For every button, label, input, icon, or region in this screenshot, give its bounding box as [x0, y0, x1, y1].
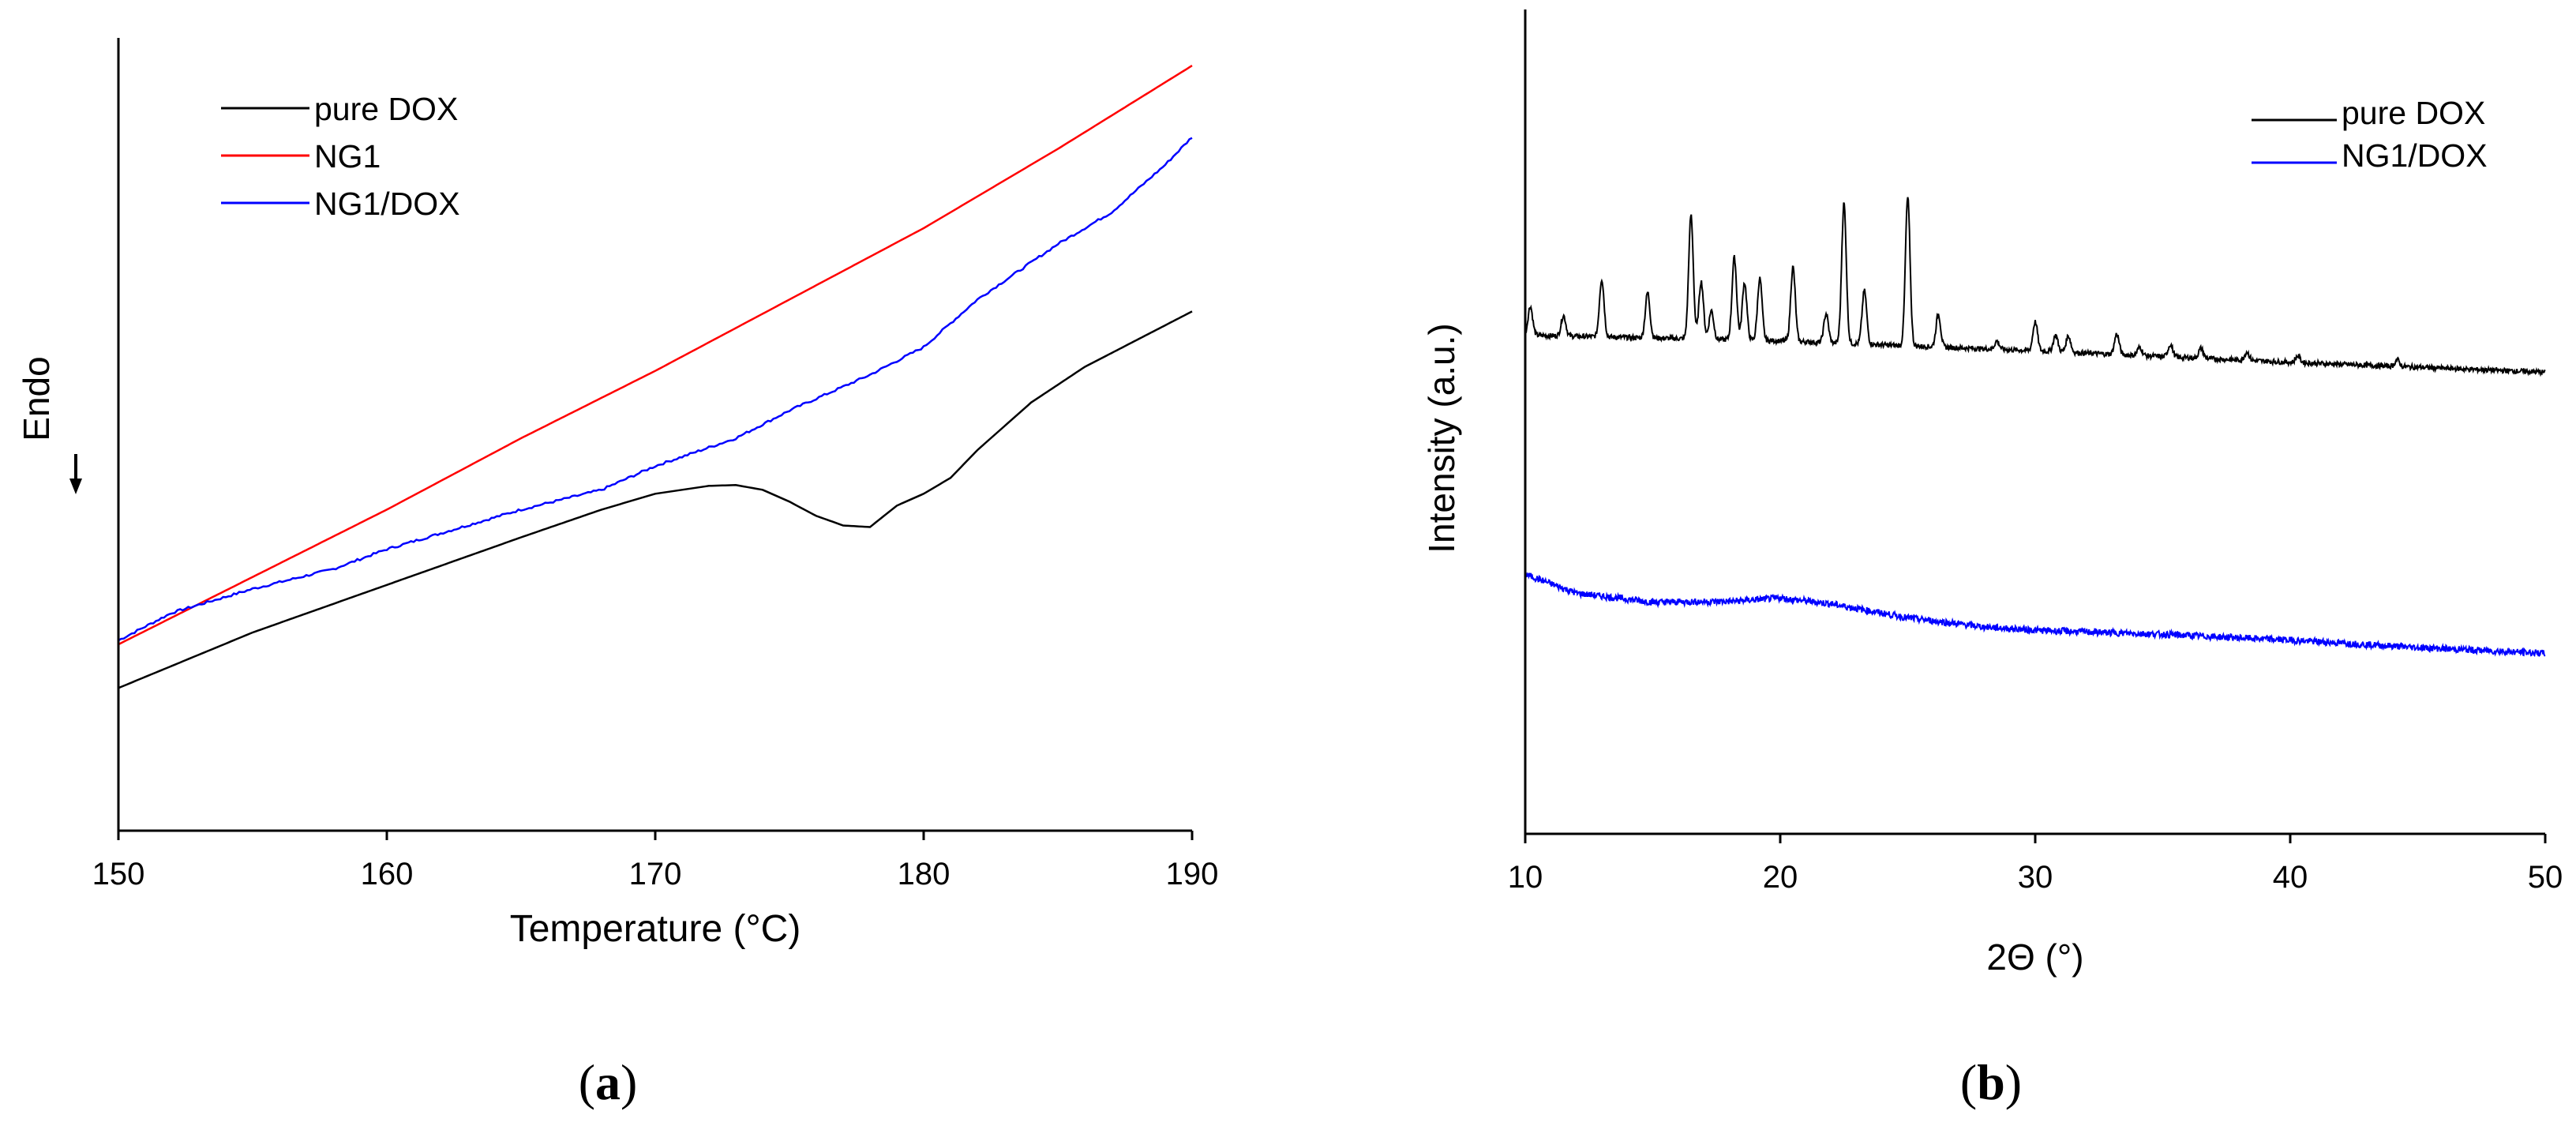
panel-label-a-letter: a	[595, 1054, 621, 1110]
legend-label-xrd-pure-dox: pure DOX	[2342, 95, 2485, 131]
legend-label-ng1-dox: NG1/DOX	[314, 186, 460, 222]
dsc-legend: pure DOX NG1 NG1/DOX	[221, 91, 460, 222]
dsc-series-ng1	[118, 65, 1193, 646]
legend-label-xrd-ng1-dox: NG1/DOX	[2342, 137, 2488, 174]
dsc-x-tick-label: 180	[898, 857, 951, 891]
dsc-x-ticks: 150 160 170 180 190	[92, 831, 1219, 891]
xrd-x-tick-label: 30	[2018, 860, 2053, 895]
dsc-x-axis-label: Temperature (°C)	[510, 908, 801, 950]
xrd-series-ng1-dox	[1524, 572, 2546, 658]
panel-label-b: (b)	[1960, 1054, 2022, 1110]
xrd-plot-area	[1524, 197, 2546, 658]
xrd-x-tick-label: 40	[2273, 860, 2308, 895]
legend-item-ng1-dox: NG1/DOX	[221, 186, 460, 222]
dsc-chart: 150 160 170 180 190 Temperature (°C) Endo pu…	[16, 38, 1218, 1110]
xrd-x-tick-label: 20	[1763, 860, 1798, 895]
endo-arrow-icon	[69, 454, 82, 494]
dsc-plot-area	[118, 65, 1193, 689]
dsc-x-tick-label: 170	[629, 857, 682, 891]
xrd-x-tick-label: 50	[2528, 860, 2563, 895]
xrd-y-axis-label: Intensity (a.u.)	[1421, 323, 1462, 553]
legend-item-ng1: NG1	[221, 138, 381, 175]
xrd-x-ticks: 10 20 30 40 50	[1508, 834, 2563, 895]
dsc-x-tick-label: 150	[92, 857, 145, 891]
xrd-series-pure-dox	[1524, 197, 2546, 377]
legend-label-pure-dox: pure DOX	[314, 91, 458, 127]
dsc-x-tick-label: 160	[361, 857, 414, 891]
legend-label-ng1: NG1	[314, 138, 381, 175]
xrd-x-tick-label: 10	[1508, 860, 1543, 895]
dsc-y-axis-label: Endo	[16, 356, 57, 441]
dsc-x-tick-label: 190	[1166, 857, 1219, 891]
xrd-chart: 10 20 30 40 50 2Θ (°) Intensity (a.u.) pure …	[1421, 9, 2563, 1110]
legend-item-pure-dox: pure DOX	[221, 91, 458, 127]
panel-label-b-letter: b	[1977, 1054, 2005, 1110]
xrd-x-axis-label: 2Θ (°)	[1986, 936, 2083, 978]
xrd-legend: pure DOX NG1/DOX	[2252, 95, 2488, 174]
legend-item-xrd-ng1-dox: NG1/DOX	[2252, 137, 2488, 174]
dsc-series-ng1-dox	[118, 137, 1193, 642]
dsc-series-pure-dox	[118, 310, 1193, 689]
panel-label-a: (a)	[579, 1054, 638, 1110]
legend-item-xrd-pure-dox: pure DOX	[2252, 95, 2485, 131]
